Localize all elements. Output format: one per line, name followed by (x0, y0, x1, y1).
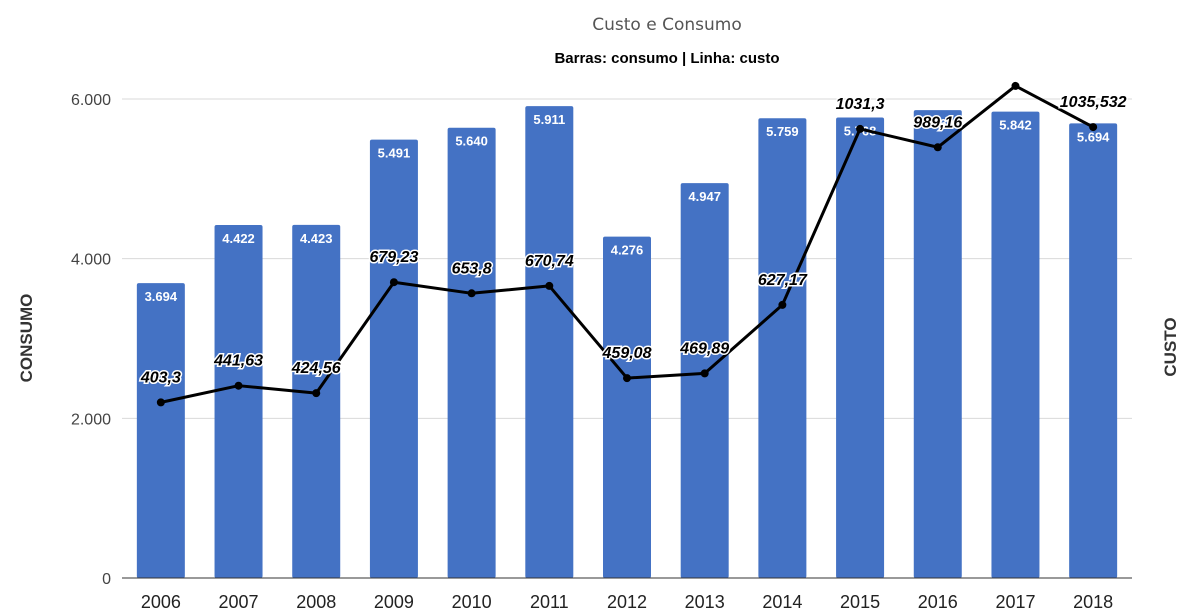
cost-value-label: 459,08 (602, 345, 652, 362)
cost-point (778, 300, 787, 309)
bar-2006 (136, 283, 185, 578)
cost-value-label: 469,89 (679, 340, 729, 357)
cost-point (1011, 81, 1020, 90)
y2-axis-title: CUSTO (1161, 317, 1180, 376)
cost-value-label: 1035,532 (1060, 94, 1127, 111)
bar-value-label: 5.640 (455, 134, 488, 149)
x-tick-label: 2006 (141, 592, 181, 610)
bar-2007 (214, 224, 263, 579)
bar-value-label: 5.694 (1077, 129, 1110, 144)
line-labels: 403,3 441,63 424,56 679,23 653,8 670,74 459,08… (138, 93, 1128, 388)
cost-value-label: 441,63 (213, 353, 263, 370)
bar-2015 (836, 117, 885, 578)
bar-value-label: 4.422 (222, 231, 255, 246)
x-tick-label: 2015 (840, 592, 880, 610)
cost-value-label: 679,23 (369, 249, 418, 266)
cost-value-label: 989,16 (913, 114, 962, 131)
x-tick-label: 2009 (374, 592, 414, 610)
bar-2009 (369, 139, 418, 578)
bar-2016 (913, 110, 962, 578)
x-axis-ticks: 2006 2007 2008 2009 2010 2011 2012 2013 2014 2015… (141, 592, 1113, 610)
y-axis-title: CONSUMO (17, 294, 36, 383)
cost-point (623, 374, 631, 383)
y-tick-label: 0 (102, 571, 111, 588)
y-tick-label: 2.000 (71, 411, 111, 428)
x-tick-label: 2008 (296, 592, 336, 610)
x-tick-label: 2018 (1073, 592, 1113, 610)
bar-value-label: 5.842 (999, 118, 1032, 133)
cost-point (389, 278, 398, 287)
cost-value-label: 424,56 (291, 360, 341, 377)
x-tick-label: 2017 (995, 592, 1035, 610)
cost-point (1089, 123, 1098, 132)
x-tick-label: 2010 (452, 592, 492, 610)
x-tick-label: 2012 (607, 592, 647, 610)
y-tick-label: 4.000 (71, 252, 111, 269)
line-series (156, 81, 1098, 407)
bar-value-label: 5.491 (378, 146, 411, 161)
bar-2018 (1069, 123, 1118, 578)
bar-series (136, 106, 1118, 579)
bar-value-label: 5.759 (766, 124, 799, 139)
cost-point (234, 381, 243, 390)
x-tick-label: 2014 (762, 592, 802, 610)
x-tick-label: 2016 (918, 592, 958, 610)
bar-2014 (758, 118, 807, 578)
cost-point (545, 281, 554, 290)
cost-point (856, 124, 865, 133)
cost-point (156, 398, 165, 407)
cost-point (467, 289, 476, 298)
y-tick-label: 6.000 (71, 92, 111, 109)
bar-2011 (525, 106, 574, 578)
bar-2012 (603, 236, 651, 578)
cost-point (312, 389, 321, 398)
cost-value-label: 653,8 (452, 260, 492, 277)
bar-2008 (292, 224, 341, 579)
cost-value-label: 1031,3 (836, 96, 885, 113)
bar-value-label: 5.911 (533, 112, 565, 127)
bar-labels: 3.694 4.422 4.423 5.491 5.640 5.911 4.276 4.947… (145, 112, 1111, 304)
cost-value-label: 403,3 (140, 369, 181, 386)
bar-value-label: 3.694 (145, 289, 178, 304)
bar-value-label: 5.860 (921, 116, 954, 131)
x-tick-label: 2011 (530, 592, 569, 610)
x-tick-label: 2013 (685, 592, 725, 610)
bar-2017 (991, 111, 1040, 578)
bar-2013 (680, 183, 729, 578)
chart-subtitle: Barras: consumo | Linha: custo (554, 50, 779, 67)
y-axis-ticks: 0 2.000 4.000 6.000 (71, 92, 111, 588)
chart-title: Custo e Consumo (592, 15, 741, 35)
cost-point (700, 369, 709, 378)
x-tick-label: 2007 (219, 592, 259, 610)
cost-value-label: 670,74 (525, 253, 574, 270)
bar-2010 (447, 127, 496, 579)
bar-value-label: 4.947 (688, 189, 721, 204)
bar-value-label: 4.423 (300, 231, 333, 246)
cost-value-label: 627,17 (758, 272, 808, 289)
cost-point (933, 143, 942, 152)
bar-value-label: 4.276 (611, 243, 644, 258)
